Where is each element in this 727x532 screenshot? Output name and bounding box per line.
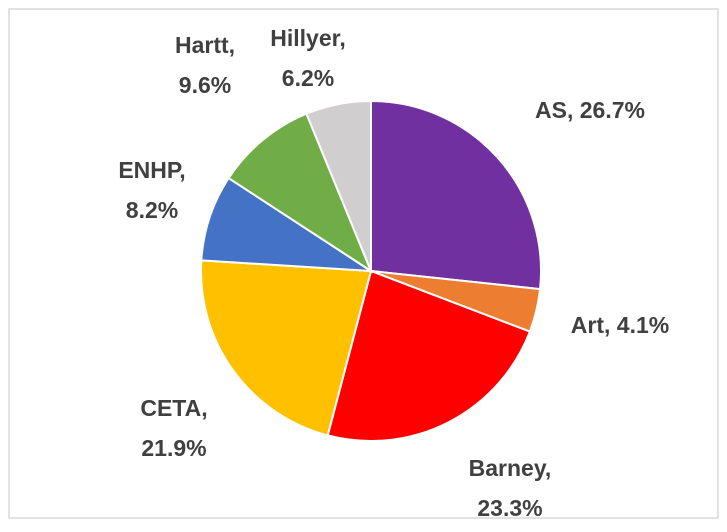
pie-slice [305, 99, 372, 272]
data-label-line: Barney, [469, 455, 552, 481]
data-label: CETA, 21.9% [140, 395, 207, 461]
data-label: Hillyer, 6.2% [270, 25, 345, 91]
data-label-line: 6.2% [282, 65, 334, 91]
pie-slice [200, 176, 375, 273]
data-label-line: 21.9% [141, 435, 206, 461]
data-label-line: Hartt, [175, 32, 235, 58]
data-label-line: 9.6% [179, 72, 231, 98]
pie-slice [200, 259, 373, 437]
pie-slice [227, 112, 374, 274]
data-label-line: CETA, [140, 395, 207, 421]
data-label-line: ENHP, [118, 157, 185, 183]
data-label: Hartt, 9.6% [175, 32, 235, 98]
data-label-line: Hillyer, [270, 25, 345, 51]
pie-slice [370, 99, 542, 291]
data-label: AS, 26.7% [535, 97, 645, 123]
data-label: ENHP, 8.2% [118, 157, 185, 223]
data-label: Barney, 23.3% [469, 455, 552, 521]
data-label: Art, 4.1% [571, 312, 669, 338]
pie-slice [326, 269, 532, 442]
data-label-line: 23.3% [477, 495, 542, 521]
data-label-line: 8.2% [126, 197, 178, 223]
